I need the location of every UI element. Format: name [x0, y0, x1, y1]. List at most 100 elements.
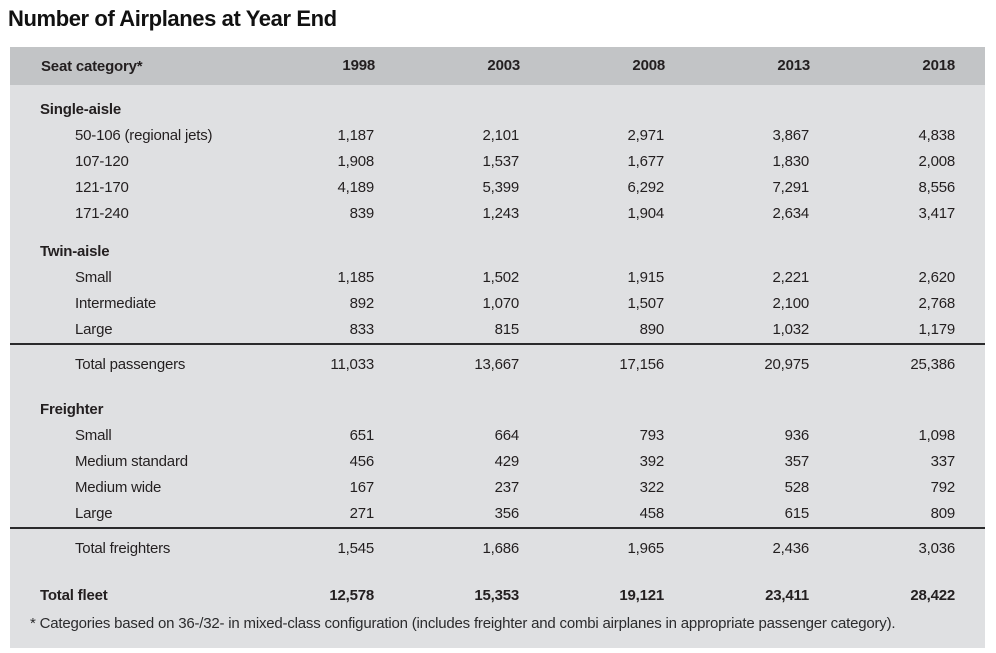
cell-value: 8,556 — [918, 179, 955, 196]
cell-value: 809 — [930, 505, 956, 522]
cell-value: 1,677 — [627, 153, 664, 170]
column-header-year-2003: 2003 — [375, 47, 520, 85]
section-row-twin-aisle: Twin-aisle — [10, 227, 985, 265]
cell-value: 7,291 — [772, 179, 809, 196]
row-label: 107-120 — [75, 153, 129, 170]
row-label: 50-106 (regional jets) — [75, 127, 213, 144]
row-label: Total freighters — [10, 527, 230, 569]
column-header-year-2018: 2018 — [810, 47, 985, 85]
cell-value: 651 — [349, 427, 375, 444]
row-label: Medium wide — [75, 479, 162, 496]
row-label: 121-170 — [75, 179, 129, 196]
cell-value: 1,908 — [337, 153, 374, 170]
table-row: Medium standard 456 429 392 357 337 — [10, 449, 985, 475]
cell-value: 271 — [349, 505, 375, 522]
section-row-freighter: Freighter — [10, 385, 985, 423]
cell-value: 1,185 — [337, 269, 374, 286]
row-label: Intermediate — [75, 295, 156, 312]
row-label: Total passengers — [10, 343, 230, 385]
table-row: 171-240 839 1,243 1,904 2,634 3,417 — [10, 201, 985, 227]
cell-value: 1,502 — [482, 269, 519, 286]
table-row: 121-170 4,189 5,399 6,292 7,291 8,556 — [10, 175, 985, 201]
page-title: Number of Airplanes at Year End — [8, 6, 337, 31]
cell-value: 6,292 — [627, 179, 664, 196]
cell-value: 5,399 — [482, 179, 519, 196]
cell-value: 833 — [349, 321, 375, 338]
table-row: Medium wide 167 237 322 528 792 — [10, 475, 985, 501]
fleet-table: Seat category* 1998 2003 2008 2013 2018 … — [10, 47, 985, 609]
cell-value: 429 — [494, 453, 520, 470]
cell-value: 793 — [639, 427, 665, 444]
cell-value: 892 — [349, 295, 375, 312]
row-label: Large — [75, 321, 113, 338]
table-row: 50-106 (regional jets) 1,187 2,101 2,971… — [10, 123, 985, 149]
cell-value: 2,971 — [627, 127, 664, 144]
cell-value: 1,243 — [482, 205, 519, 222]
section-label: Freighter — [40, 401, 104, 418]
cell-value: 357 — [784, 453, 810, 470]
section-row-single-aisle: Single-aisle — [10, 85, 985, 123]
table-header-row: Seat category* 1998 2003 2008 2013 2018 — [10, 47, 985, 85]
cell-value: 356 — [494, 505, 520, 522]
column-header-year-2008: 2008 — [520, 47, 665, 85]
table-row: Small 651 664 793 936 1,098 — [10, 423, 985, 449]
cell-value: 1,179 — [918, 321, 955, 338]
total-passengers-row: Total passengers 11,033 13,667 17,156 20… — [10, 343, 985, 385]
cell-value: 2,620 — [918, 269, 955, 286]
total-fleet-row: Total fleet 12,578 15,353 19,121 23,411 … — [10, 569, 985, 609]
cell-value: 528 — [784, 479, 810, 496]
cell-value: 2,008 — [918, 153, 955, 170]
row-label: Small — [75, 269, 112, 286]
table-row: Intermediate 892 1,070 1,507 2,100 2,768 — [10, 291, 985, 317]
column-header-year-1998: 1998 — [230, 47, 375, 85]
table-panel: Seat category* 1998 2003 2008 2013 2018 … — [10, 47, 985, 648]
cell-value: 890 — [639, 321, 665, 338]
row-label: Large — [75, 505, 113, 522]
section-label: Single-aisle — [40, 101, 121, 118]
cell-value: 1,830 — [772, 153, 809, 170]
cell-value: 792 — [930, 479, 956, 496]
cell-value: 839 — [349, 205, 375, 222]
table-row: Large 271 356 458 615 809 — [10, 501, 985, 528]
cell-value: 2,768 — [918, 295, 955, 312]
table-row: Small 1,185 1,502 1,915 2,221 2,620 — [10, 265, 985, 291]
cell-value: 1,537 — [482, 153, 519, 170]
cell-value: 20,975 — [665, 343, 810, 385]
cell-value: 28,422 — [910, 587, 955, 604]
cell-value: 458 — [639, 505, 665, 522]
cell-value: 3,036 — [810, 527, 985, 569]
cell-value: 2,101 — [482, 127, 519, 144]
cell-value: 13,667 — [375, 343, 520, 385]
cell-value: 1,098 — [918, 427, 955, 444]
cell-value: 322 — [639, 479, 665, 496]
cell-value: 25,386 — [810, 343, 985, 385]
cell-value: 3,417 — [918, 205, 955, 222]
cell-value: 11,033 — [230, 343, 375, 385]
cell-value: 2,100 — [772, 295, 809, 312]
cell-value: 664 — [494, 427, 520, 444]
row-label: Small — [75, 427, 112, 444]
cell-value: 936 — [784, 427, 810, 444]
cell-value: 15,353 — [474, 587, 519, 604]
cell-value: 1,904 — [627, 205, 664, 222]
cell-value: 167 — [349, 479, 375, 496]
column-header-seat-category: Seat category* — [10, 47, 230, 85]
cell-value: 1,032 — [772, 321, 809, 338]
row-label: Total fleet — [40, 587, 108, 604]
cell-value: 1,507 — [627, 295, 664, 312]
cell-value: 1,915 — [627, 269, 664, 286]
cell-value: 1,686 — [375, 527, 520, 569]
table-row: 107-120 1,908 1,537 1,677 1,830 2,008 — [10, 149, 985, 175]
cell-value: 392 — [639, 453, 665, 470]
cell-value: 4,838 — [918, 127, 955, 144]
cell-value: 456 — [349, 453, 375, 470]
total-freighters-row: Total freighters 1,545 1,686 1,965 2,436… — [10, 527, 985, 569]
cell-value: 815 — [494, 321, 520, 338]
cell-value: 1,545 — [230, 527, 375, 569]
cell-value: 2,634 — [772, 205, 809, 222]
cell-value: 2,436 — [665, 527, 810, 569]
cell-value: 1,965 — [520, 527, 665, 569]
cell-value: 17,156 — [520, 343, 665, 385]
column-header-year-2013: 2013 — [665, 47, 810, 85]
